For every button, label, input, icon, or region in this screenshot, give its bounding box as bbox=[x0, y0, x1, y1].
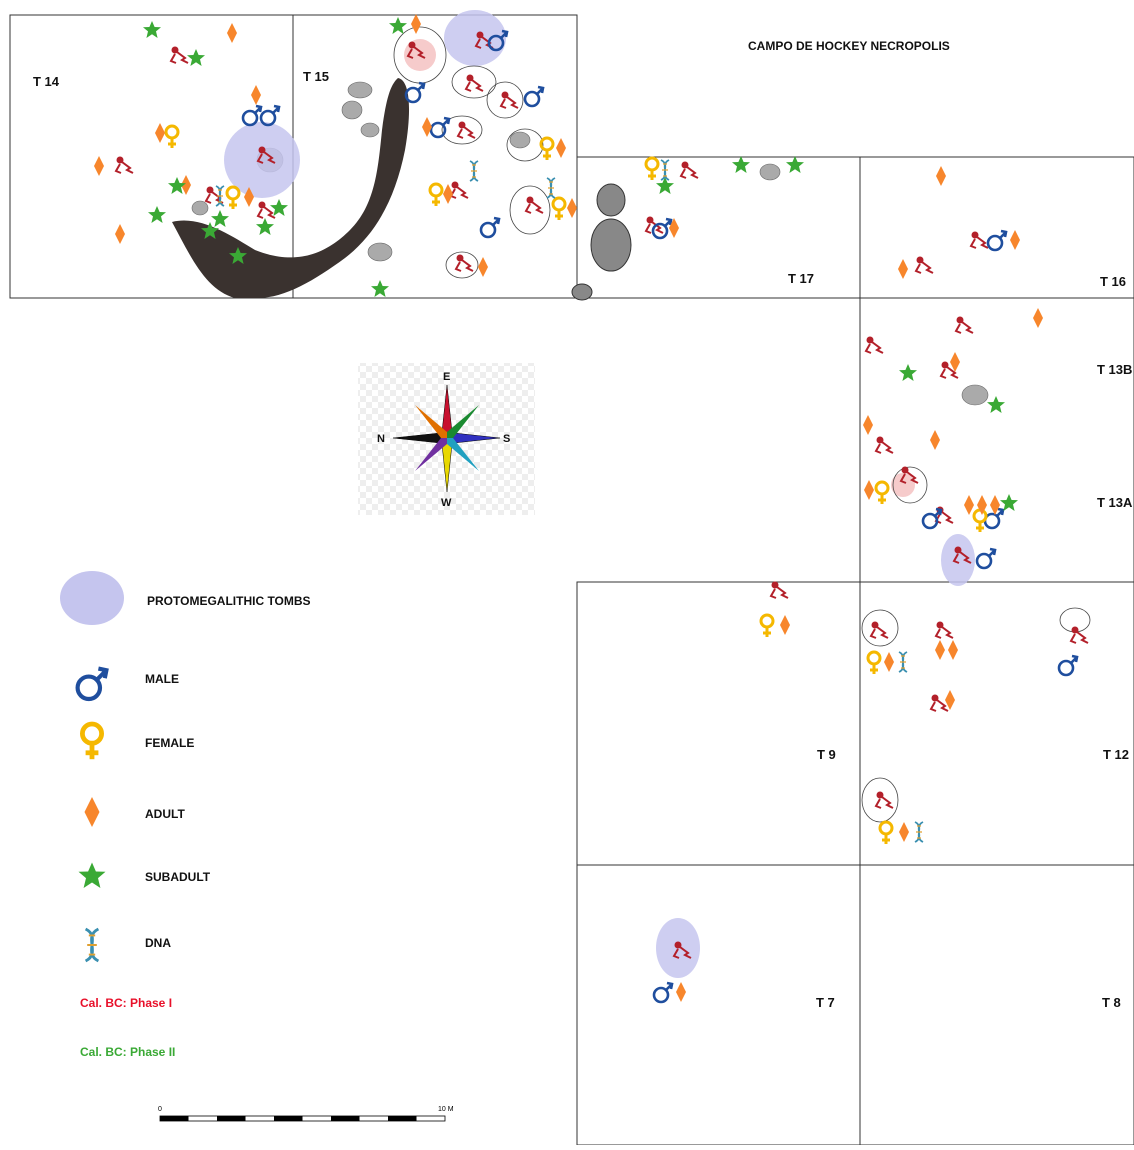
scale-bar: 0 10 M bbox=[158, 1106, 454, 1122]
trench-label: T 9 bbox=[817, 747, 836, 762]
legend-label: Cal. BC: Phase II bbox=[80, 1045, 175, 1059]
trench-label: T 17 bbox=[788, 271, 814, 286]
trench-labels: T 14 T 15 T 17 T 16 T 13B T 13A T 9 T 12… bbox=[33, 69, 1133, 1010]
compass-label: S bbox=[503, 433, 510, 445]
scale-label: 0 bbox=[158, 1106, 162, 1113]
site-title: CAMPO DE HOCKEY NECROPOLIS bbox=[748, 39, 950, 53]
legend-label: PROTOMEGALITHIC TOMBS bbox=[147, 594, 311, 608]
male-markers bbox=[241, 29, 1079, 1004]
trench-label: T 14 bbox=[33, 74, 60, 89]
protomegalithic-tombs bbox=[224, 10, 975, 978]
legend-label: ADULT bbox=[145, 807, 185, 821]
trench-label: T 12 bbox=[1103, 747, 1129, 762]
legend-label: SUBADULT bbox=[145, 870, 211, 884]
trench-label: T 13B bbox=[1097, 362, 1132, 377]
legend-label: DNA bbox=[145, 936, 171, 950]
scale-label: 10 M bbox=[438, 1106, 454, 1113]
compass-label: N bbox=[377, 433, 385, 445]
compass-label: W bbox=[441, 497, 452, 509]
ditch bbox=[172, 78, 410, 298]
compass-label: E bbox=[443, 371, 450, 383]
compass: E N S W bbox=[358, 363, 535, 515]
legend-label: MALE bbox=[145, 672, 179, 686]
female-markers bbox=[164, 124, 988, 846]
stones bbox=[191, 81, 989, 406]
trench-label: T 16 bbox=[1100, 274, 1126, 289]
legend-label: FEMALE bbox=[145, 736, 194, 750]
trench-label: T 7 bbox=[816, 995, 835, 1010]
legend: PROTOMEGALITHIC TOMBS MALE FEMALE ADULT … bbox=[60, 571, 311, 1059]
trench-label: T 8 bbox=[1102, 995, 1121, 1010]
trench-label: T 15 bbox=[303, 69, 329, 84]
trench-label: T 13A bbox=[1097, 495, 1133, 510]
legend-label: Cal. BC: Phase I bbox=[80, 996, 172, 1010]
